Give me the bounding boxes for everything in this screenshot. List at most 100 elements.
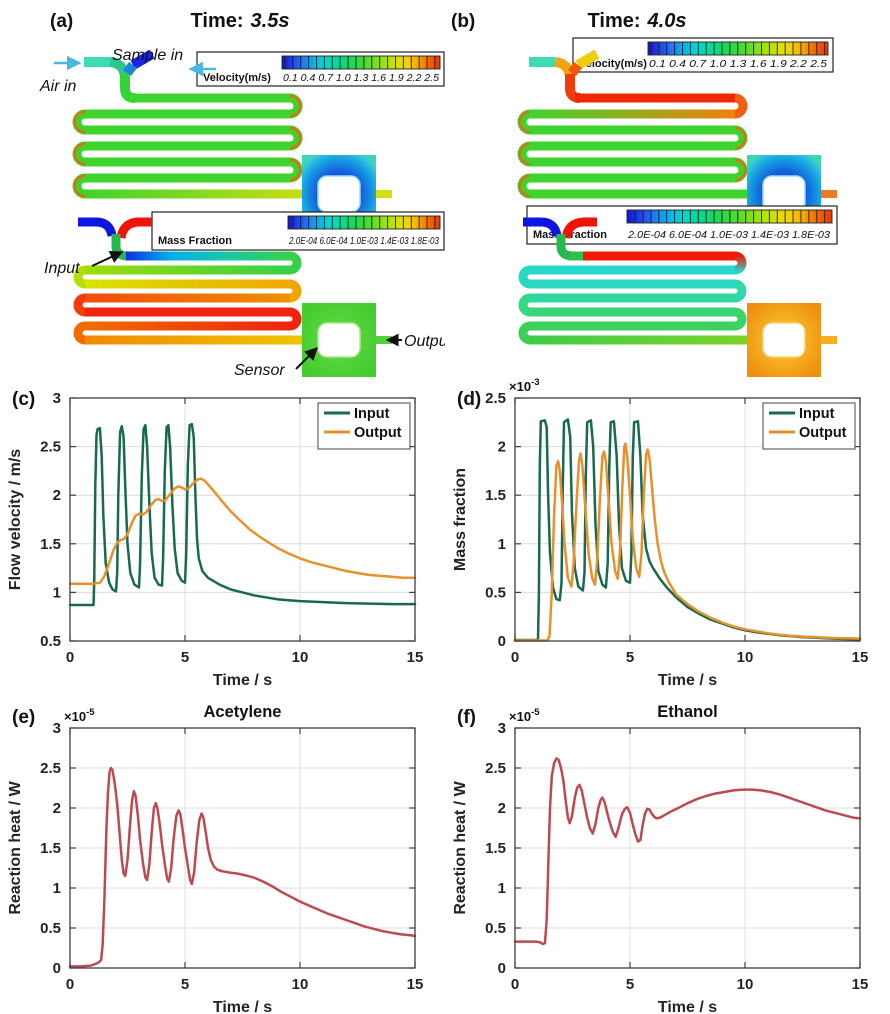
y-tick-label: 1 xyxy=(53,880,61,897)
panel-label: (e) xyxy=(12,707,35,728)
mf-blue-inlet xyxy=(523,217,562,237)
series-output xyxy=(513,442,862,642)
x-tick-label: 15 xyxy=(407,976,424,993)
mass-outlet-stub xyxy=(821,336,837,344)
chart-mass-fraction: 0 5 10 15 0 0.5 1 1.5 2 2.5 Time / s Mass fraction ×… xyxy=(445,378,890,696)
sensor-arrow xyxy=(295,347,318,370)
x-axis-label: Time / s xyxy=(213,999,272,1014)
series-input xyxy=(68,422,417,607)
y-tick-label: 2.5 xyxy=(485,760,506,777)
panel-label: (b) xyxy=(451,11,475,32)
velocity-serpentine xyxy=(517,49,748,199)
cfd-panel-b: (b) Time: 4.0s Velocity(m/s) 0.1 0.4 0.7 … xyxy=(451,10,838,377)
legend-box xyxy=(762,402,856,450)
input-arrow xyxy=(91,251,124,267)
y-tick-label: 1.5 xyxy=(40,536,61,553)
series-reaction-heat xyxy=(68,766,417,968)
x-tick-label: 0 xyxy=(66,976,74,993)
x-tick-label: 0 xyxy=(511,649,519,666)
cfd-panel-a: (a) Time: 3.5s Velocity(m/s) 0.1 0.4 0.7 … xyxy=(39,10,445,378)
cfd-row: (a) Time: 3.5s Velocity(m/s) 0.1 0.4 0.7 … xyxy=(0,0,890,378)
y-tick-label: 0.5 xyxy=(40,920,61,937)
x-tick-label: 5 xyxy=(181,649,189,666)
plot-frame xyxy=(514,397,861,642)
plot-(e): 0 5 10 15 0 0.5 1 1.5 2 2.5 3 Time / s Reaction heat… xyxy=(7,703,424,1014)
y-tick-label: 3 xyxy=(53,390,61,407)
y-tick-label: 2.5 xyxy=(485,390,506,407)
x-axis-label: Time / s xyxy=(213,672,272,689)
x-tick-label: 5 xyxy=(181,976,189,993)
mass-serpentine xyxy=(518,217,748,345)
mf-red-inlet xyxy=(561,217,597,239)
velocity-outlet-stub xyxy=(376,190,392,198)
mf-red-inlet xyxy=(116,217,152,239)
bend-highlights xyxy=(73,94,302,198)
y-tick-label: 0 xyxy=(498,960,506,977)
chart-row-2: 0 5 10 15 0 0.5 1 1.5 2 2.5 3 Time / s Reaction heat… xyxy=(0,696,890,1014)
x-tick-label: 0 xyxy=(66,649,74,666)
mass-serpentine xyxy=(73,217,303,345)
chart-title: Acetylene xyxy=(204,703,282,721)
y-tick-label: 3 xyxy=(498,720,506,737)
y-tick-label: 2 xyxy=(53,800,61,817)
legend-label: Output xyxy=(354,425,402,441)
legend-box xyxy=(317,402,411,450)
axis-multiplier: ×10-5 xyxy=(509,707,540,724)
inlet-annotations: Air in Sample in xyxy=(39,47,216,95)
y-tick-label: 2 xyxy=(53,487,61,504)
x-tick-label: 15 xyxy=(852,649,869,666)
y-tick-label: 1.5 xyxy=(40,840,61,857)
y-tick-label: 1 xyxy=(498,880,506,897)
velocity-colorbar: Velocity(m/s) 0.1 0.4 0.7 1.0 1.3 1.6 1.… xyxy=(196,51,445,87)
y-axis-label: Reaction heat / W xyxy=(452,780,469,914)
legend-label: Input xyxy=(354,406,390,422)
chart-reaction-heat-acetylene: 0 5 10 15 0 0.5 1 1.5 2 2.5 3 Time / s Reaction heat… xyxy=(0,696,445,1014)
y-tick-label: 0.5 xyxy=(40,633,61,650)
axis-multiplier: ×10-3 xyxy=(509,378,540,394)
panel-label: (f) xyxy=(457,707,476,728)
y-tick-label: 3 xyxy=(53,720,61,737)
velocity-colorbar-label: Velocity(m/s) xyxy=(579,58,647,70)
x-tick-label: 10 xyxy=(737,976,754,993)
y-axis-label: Flow velocity / m/s xyxy=(7,449,24,590)
series-output xyxy=(68,477,417,585)
x-tick-label: 5 xyxy=(626,976,634,993)
panel-title: Time: 4.0s xyxy=(588,10,687,32)
y-tick-label: 2.5 xyxy=(40,439,61,456)
x-tick-label: 15 xyxy=(407,649,424,666)
y-tick-label: 0 xyxy=(53,960,61,977)
axis-multiplier: ×10-5 xyxy=(64,707,95,724)
air-in-label: Air in xyxy=(39,78,77,95)
y-tick-label: 1.5 xyxy=(485,840,506,857)
chart-title: Ethanol xyxy=(657,703,718,721)
mass-colorbar-ticks: 2.0E-04 6.0E-04 1.0E-03 1.4E-03 1.8E-03 xyxy=(288,236,439,247)
panel-title: Time: 3.5s xyxy=(191,10,290,32)
mass-sensor-chamber xyxy=(747,303,837,377)
plot-frame xyxy=(69,397,416,642)
plot-(f): 0 5 10 15 0 0.5 1 1.5 2 2.5 3 Time / s Reaction heat… xyxy=(452,703,869,1014)
x-tick-label: 0 xyxy=(511,976,519,993)
velocity-colorbar-ticks: 0.1 0.4 0.7 1.0 1.3 1.6 1.9 2.2 2.5 xyxy=(283,73,439,84)
y-tick-label: 2 xyxy=(498,439,506,456)
panel-label: (c) xyxy=(12,389,35,410)
velocity-serpentine xyxy=(72,49,303,199)
input-label: Input xyxy=(44,260,80,277)
mass-colorbar: Mass Fraction 2.0E-04 6.0E-04 1.0E-03 1.… xyxy=(151,211,445,251)
x-axis-label: Time / s xyxy=(658,999,717,1014)
y-tick-label: 0.5 xyxy=(485,584,506,601)
y-tick-label: 0.5 xyxy=(485,920,506,937)
velocity-outlet-stub xyxy=(821,190,837,198)
y-tick-label: 1 xyxy=(498,536,506,553)
x-tick-label: 15 xyxy=(852,976,869,993)
velocity-colorbar-label: Velocity(m/s) xyxy=(203,72,271,84)
flow-annotations: Input Sensor Output xyxy=(44,251,445,378)
y-tick-label: 1 xyxy=(53,584,61,601)
mass-outlet-stub xyxy=(376,336,392,344)
sample-in-label: Sample in xyxy=(112,47,183,64)
panel-label: (a) xyxy=(50,11,73,32)
plot-(c): 0 5 10 15 0.5 1 1.5 2 2.5 3 Time / s Flow velocity … xyxy=(7,389,424,689)
sensor-hole xyxy=(762,322,806,358)
legend-label: Input xyxy=(799,406,835,422)
chart-flow-velocity: 0 5 10 15 0.5 1 1.5 2 2.5 3 Time / s Flow velocity … xyxy=(0,378,445,696)
y-axis-label: Reaction heat / W xyxy=(7,780,24,914)
